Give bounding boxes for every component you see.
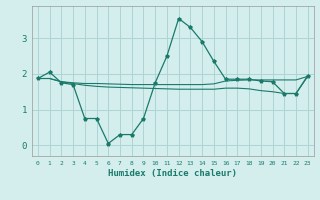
X-axis label: Humidex (Indice chaleur): Humidex (Indice chaleur): [108, 169, 237, 178]
